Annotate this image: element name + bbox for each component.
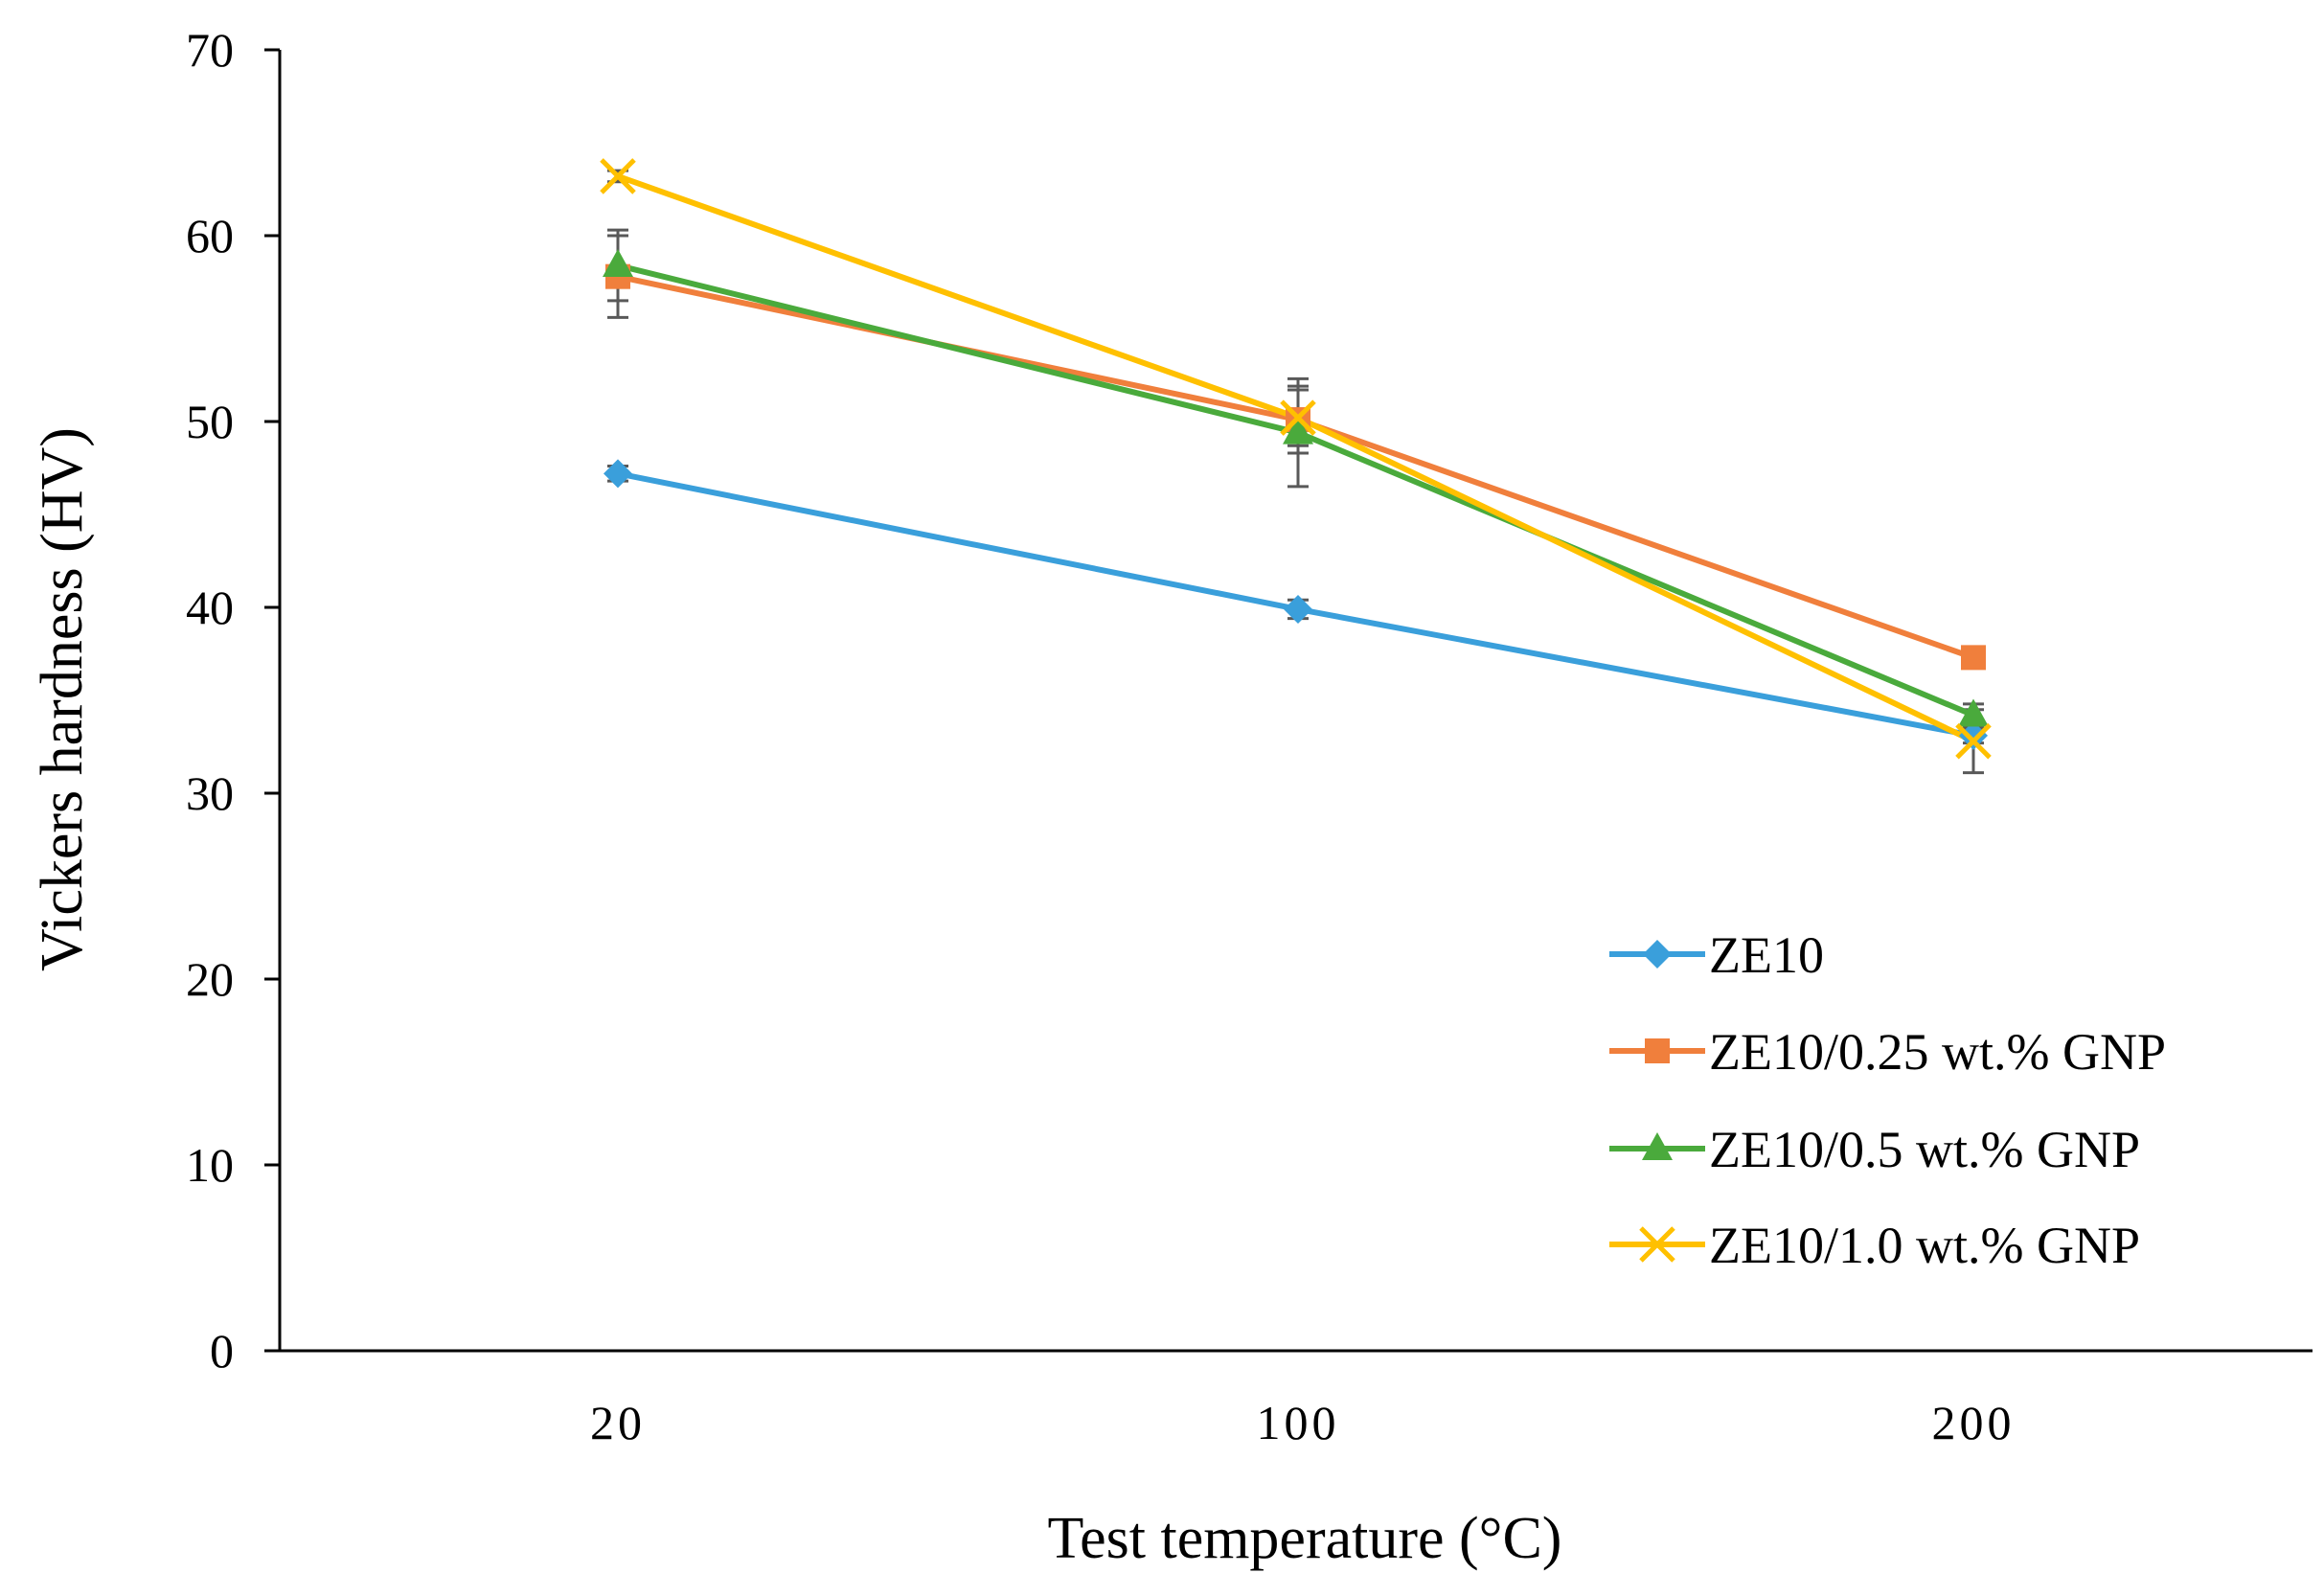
legend: ZE10 ZE10/0.25 wt.% GNP ZE10/0.5 wt.% GNP Z… (1609, 926, 2166, 1274)
legend-label: ZE10/1.0 wt.% GNP (1709, 1217, 2140, 1274)
legend-marker (1642, 1132, 1673, 1160)
data-point (603, 249, 633, 278)
legend-label: ZE10 (1709, 926, 1824, 984)
legend-marker (1645, 1038, 1670, 1063)
legend-marker (1643, 940, 1672, 969)
legend-label: ZE10/0.25 wt.% GNP (1709, 1023, 2166, 1081)
series-line (615, 262, 1976, 718)
x-tick-label: 20 (590, 1396, 646, 1449)
data-point (1958, 698, 1989, 727)
y-tick-label: 20 (186, 952, 234, 1006)
x-ticks: 20 100 200 (590, 1396, 2016, 1449)
data-point (604, 459, 632, 489)
y-tick-label: 70 (186, 23, 234, 77)
error-bars (607, 169, 1984, 775)
data-point (1283, 416, 1313, 445)
data-point (1284, 594, 1312, 624)
y-tick-label: 0 (210, 1324, 234, 1378)
x-tick-label: 100 (1257, 1396, 1340, 1449)
x-axis-title: Test temperature (°C) (1048, 1506, 1562, 1571)
legend-item: ZE10/0.5 wt.% GNP (1609, 1121, 2140, 1178)
data-point (1955, 722, 1992, 760)
y-tick-label: 50 (186, 395, 234, 448)
legend-item: ZE10 (1609, 926, 1824, 984)
data-point (1961, 645, 1986, 671)
y-tick-label: 60 (186, 209, 234, 262)
series-markers (600, 158, 1992, 760)
series-line (615, 172, 1976, 744)
y-tick-label: 30 (186, 766, 234, 820)
y-tick-label: 10 (186, 1138, 234, 1192)
data-point (1280, 399, 1316, 436)
data-point (1959, 720, 1988, 750)
series-lines (615, 172, 1976, 744)
x-tick-label: 200 (1932, 1396, 2016, 1449)
y-ticks: 0 10 20 30 40 50 60 70 (186, 23, 280, 1378)
axes: 0 10 20 30 40 50 60 70 20 100 200 (186, 23, 2313, 1449)
y-tick-label: 40 (186, 581, 234, 634)
legend-label: ZE10/0.5 wt.% GNP (1709, 1121, 2140, 1178)
legend-item: ZE10/1.0 wt.% GNP (1609, 1217, 2140, 1274)
y-axis-title: Vickers hardness (HV) (30, 427, 95, 971)
legend-marker (1639, 1226, 1675, 1263)
data-point (600, 158, 636, 194)
legend-item: ZE10/0.25 wt.% GNP (1609, 1023, 2166, 1081)
